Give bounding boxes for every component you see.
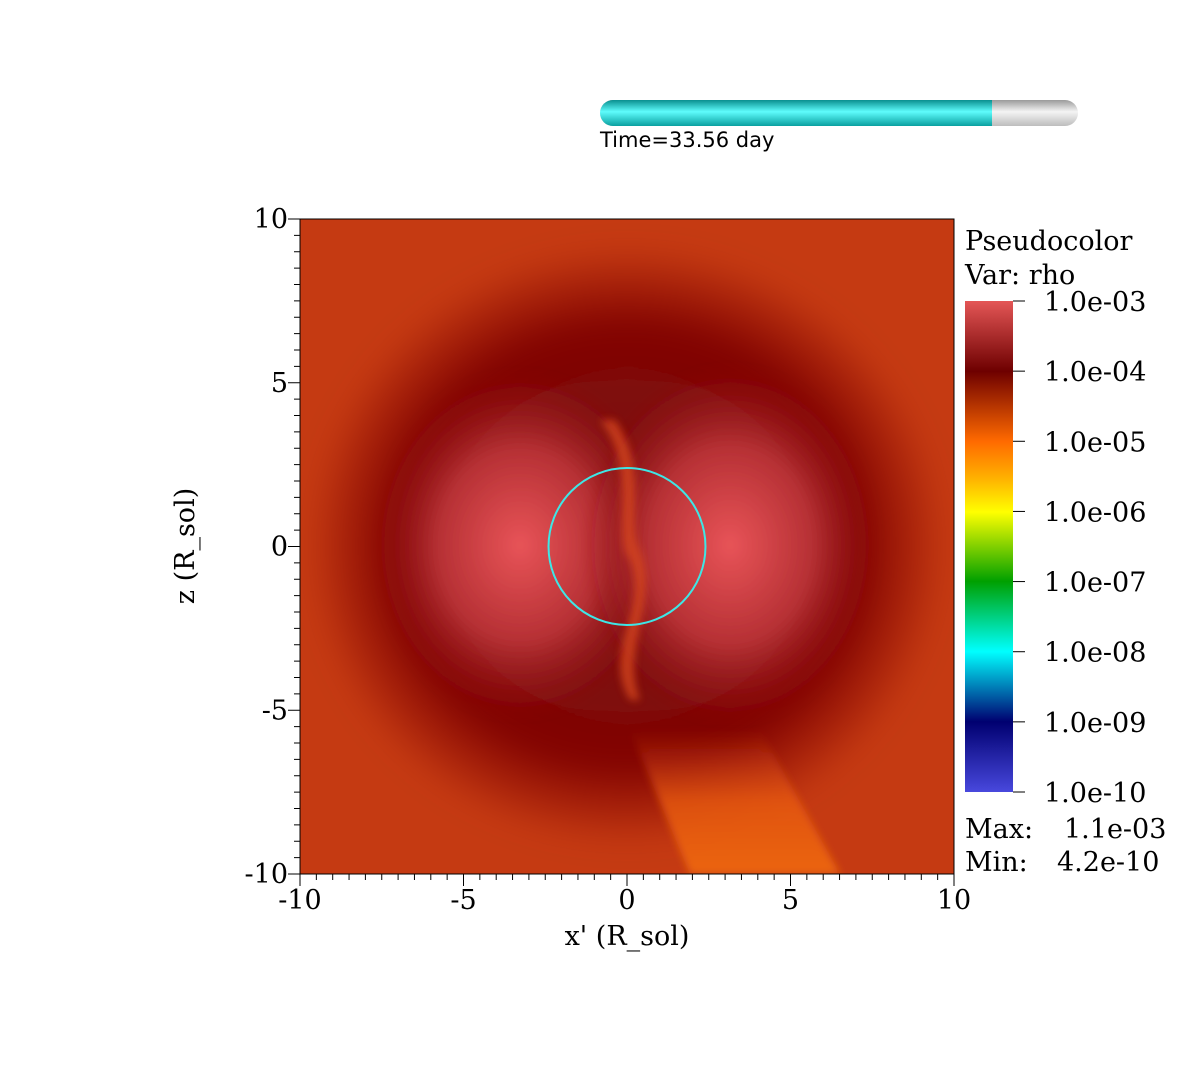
x-tick-label: 5 — [782, 885, 799, 916]
x-tick-label: -10 — [278, 885, 321, 916]
y-tick-label: 0 — [271, 532, 288, 563]
legend-max-label: Max: — [965, 814, 1033, 845]
time-slider-fill — [600, 100, 992, 126]
colorbar — [965, 301, 1013, 792]
x-axis-label: x' (R_sol) — [565, 921, 690, 952]
x-tick-label: -5 — [450, 885, 476, 916]
overlay-circle — [547, 467, 707, 626]
y-axis-label: z (R_sol) — [170, 488, 201, 604]
x-axis: -10 -5 0 5 10 — [278, 874, 971, 916]
colorbar-tick-label: 1.0e-10 — [1044, 778, 1146, 809]
colorbar-tick-label: 1.0e-03 — [1044, 287, 1146, 318]
time-slider[interactable] — [600, 100, 1078, 126]
colorbar-ticks: 1.0e-03 1.0e-04 1.0e-05 1.0e-06 1.0e-07 1.0e-… — [1013, 287, 1146, 809]
colorbar-tick-label: 1.0e-07 — [1044, 568, 1146, 599]
colorbar-tick-label: 1.0e-09 — [1044, 708, 1146, 739]
y-tick-label: 5 — [271, 368, 288, 399]
legend-variable: Var: rho — [964, 260, 1075, 291]
legend-max-value: 1.1e-03 — [1064, 814, 1166, 845]
colorbar-tick-label: 1.0e-05 — [1044, 427, 1146, 458]
legend-min-label: Min: — [965, 847, 1028, 878]
y-axis: 10 5 0 -5 -10 — [245, 204, 300, 890]
heatmap-field — [300, 219, 954, 874]
legend: Pseudocolor Var: rho 1.0e-031.0e-041.0e-… — [964, 226, 1166, 878]
y-tick-label: -5 — [262, 695, 288, 726]
x-tick-label: 10 — [937, 885, 971, 916]
colorbar-tick-label: 1.0e-06 — [1044, 497, 1146, 528]
time-label: Time=33.56 day — [600, 128, 775, 152]
colorbar-tick-label: 1.0e-08 — [1044, 638, 1146, 669]
y-tick-label: 10 — [254, 204, 288, 235]
x-tick-label: 0 — [618, 885, 635, 916]
y-tick-label: -10 — [245, 859, 288, 890]
colorbar-tick-label: 1.0e-04 — [1044, 357, 1146, 388]
legend-title: Pseudocolor — [965, 226, 1132, 257]
legend-min-value: 4.2e-10 — [1057, 847, 1159, 878]
